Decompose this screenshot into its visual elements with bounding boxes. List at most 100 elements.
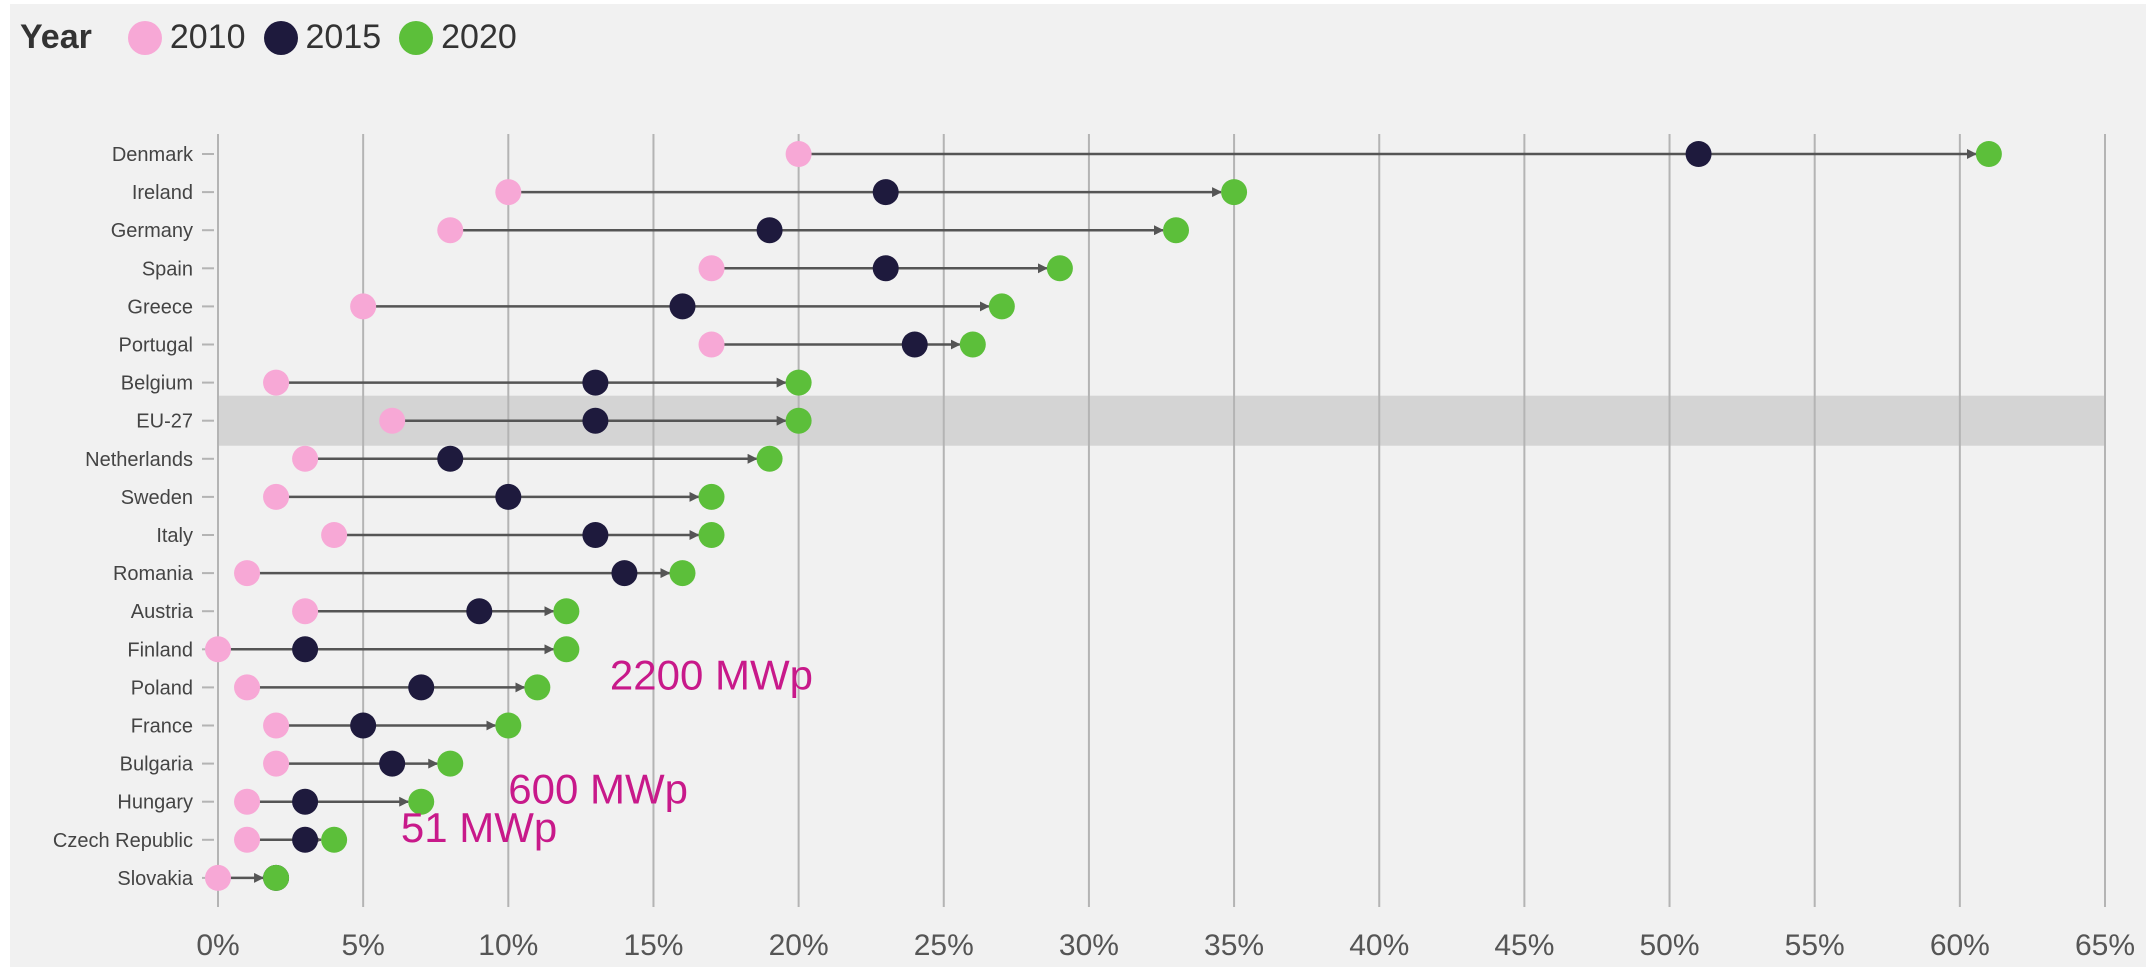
annotation-51-mwp: 51 MWp (401, 804, 557, 851)
point-czech-republic-2015 (292, 826, 319, 853)
legend-label-2015: 2015 (305, 18, 382, 56)
point-sweden-2015 (495, 483, 522, 510)
x-tick-label-0: 0% (196, 929, 239, 962)
row-belgium: Belgium (121, 369, 812, 396)
point-bulgaria-2015 (379, 750, 406, 777)
category-label-finland: Finland (127, 639, 193, 661)
point-austria-2015 (466, 598, 493, 625)
point-poland-2020 (524, 674, 551, 701)
chart-panel (10, 4, 2146, 967)
point-poland-2010 (234, 674, 261, 701)
point-france-2010 (263, 712, 290, 739)
category-label-denmark: Denmark (112, 144, 194, 166)
x-tick-label-60: 60% (1930, 929, 1990, 962)
point-greece-2020 (988, 293, 1015, 320)
row-italy: Italy (156, 522, 725, 548)
point-italy-2020 (698, 522, 725, 548)
legend: Year 2010 2015 2020 (20, 18, 535, 57)
x-tick-label-55: 55% (1785, 929, 1845, 962)
annotation-2200-mwp: 2200 MWp (610, 651, 813, 698)
row-denmark: Denmark (112, 141, 2002, 167)
point-spain-2015 (872, 255, 899, 282)
point-germany-2020 (1163, 217, 1190, 244)
point-germany-2015 (756, 217, 783, 244)
row-austria: Austria (131, 598, 580, 625)
category-label-germany: Germany (111, 220, 193, 242)
category-label-bulgaria: Bulgaria (120, 754, 194, 776)
point-hungary-2010 (234, 788, 261, 815)
point-spain-2020 (1046, 255, 1073, 282)
point-denmark-2015 (1685, 141, 1712, 167)
row-greece: Greece (127, 293, 1015, 320)
point-portugal-2015 (901, 331, 928, 358)
row-france: France (131, 712, 522, 739)
point-portugal-2020 (959, 331, 986, 358)
legend-item-2020[interactable]: 2020 (399, 18, 517, 57)
category-label-sweden: Sweden (121, 487, 193, 509)
x-tick-label-35: 35% (1204, 929, 1264, 962)
point-ireland-2010 (495, 179, 522, 206)
x-tick-label-30: 30% (1059, 929, 1119, 962)
point-finland-2015 (292, 636, 319, 663)
category-label-portugal: Portugal (119, 335, 194, 357)
row-hungary: Hungary (117, 788, 435, 815)
legend-item-2015[interactable]: 2015 (263, 18, 382, 57)
x-tick-label-45: 45% (1494, 929, 1554, 962)
point-finland-2020 (553, 636, 580, 663)
point-spain-2010 (698, 255, 725, 282)
point-greece-2015 (669, 293, 696, 320)
point-slovakia-2010 (205, 864, 231, 891)
point-france-2020 (495, 712, 522, 739)
x-tick-label-20: 20% (769, 929, 829, 962)
row-portugal: Portugal (119, 331, 986, 358)
point-bulgaria-2010 (263, 750, 290, 777)
point-hungary-2020 (408, 788, 435, 815)
x-tick-label-65: 65% (2075, 929, 2135, 962)
point-hungary-2015 (292, 788, 319, 815)
legend-swatch-2015 (263, 20, 298, 55)
legend-label-2010: 2010 (169, 18, 246, 56)
point-czech-republic-2010 (234, 826, 261, 853)
point-romania-2010 (234, 560, 261, 587)
point-slovakia-2020 (263, 864, 290, 891)
row-sweden: Sweden (121, 483, 725, 510)
point-denmark-2010 (785, 141, 812, 167)
x-tick-label-40: 40% (1349, 929, 1409, 962)
category-label-poland: Poland (131, 677, 193, 699)
point-austria-2010 (292, 598, 319, 625)
point-france-2015 (350, 712, 377, 739)
category-label-netherlands: Netherlands (85, 449, 193, 471)
point-eu-27-2010 (379, 407, 406, 434)
x-tick-label-50: 50% (1640, 929, 1700, 962)
category-label-czech-republic: Czech Republic (53, 830, 193, 852)
annotation-600-mwp: 600 MWp (508, 766, 688, 813)
point-belgium-2020 (785, 369, 812, 396)
point-netherlands-2015 (437, 445, 464, 472)
point-romania-2020 (669, 560, 696, 587)
legend-label-2020: 2020 (441, 18, 517, 56)
row-bulgaria: Bulgaria (120, 750, 464, 777)
point-italy-2015 (582, 522, 609, 548)
row-spain: Spain (142, 255, 1073, 282)
point-austria-2020 (553, 598, 580, 625)
point-ireland-2020 (1221, 179, 1248, 206)
point-belgium-2010 (263, 369, 290, 396)
row-germany: Germany (111, 217, 1190, 244)
row-finland: Finland (127, 636, 580, 663)
point-bulgaria-2020 (437, 750, 464, 777)
point-netherlands-2020 (756, 445, 783, 472)
category-label-austria: Austria (131, 601, 194, 623)
category-label-eu-27: EU-27 (136, 411, 193, 433)
point-sweden-2010 (263, 483, 290, 510)
point-ireland-2015 (872, 179, 899, 206)
point-germany-2010 (437, 217, 464, 244)
point-sweden-2020 (698, 483, 725, 510)
legend-swatch-2010 (127, 20, 162, 55)
point-eu-27-2020 (785, 407, 812, 434)
legend-item-2010[interactable]: 2010 (127, 18, 246, 57)
point-belgium-2015 (582, 369, 609, 396)
point-greece-2010 (350, 293, 377, 320)
legend-title: Year (20, 18, 92, 56)
point-eu-27-2015 (582, 407, 609, 434)
